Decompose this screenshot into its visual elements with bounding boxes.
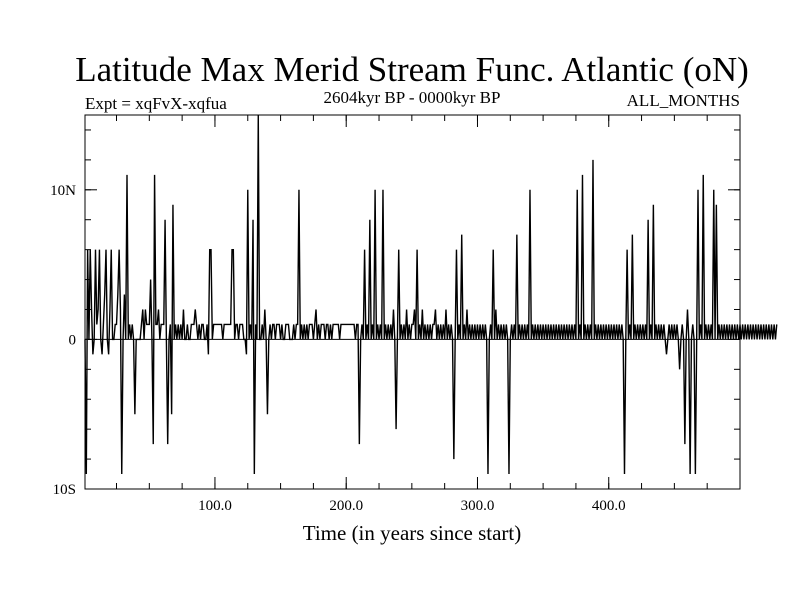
y-tick-label: 0 bbox=[69, 332, 77, 348]
x-axis-label: Time (in years since start) bbox=[303, 521, 522, 545]
y-tick-label: 10N bbox=[50, 183, 76, 199]
chart-title: Latitude Max Merid Stream Func. Atlantic… bbox=[75, 50, 749, 89]
x-tick-label: 100.0 bbox=[198, 498, 232, 514]
x-tick-label: 400.0 bbox=[592, 498, 626, 514]
y-tick-label: 10S bbox=[53, 482, 76, 498]
series-line bbox=[84, 114, 778, 475]
experiment-label: Expt = xqFvX-xqfua bbox=[85, 94, 227, 113]
plot-frame bbox=[84, 114, 741, 490]
months-label: ALL_MONTHS bbox=[627, 91, 740, 110]
chart-subtitle: 2604kyr BP - 0000kyr BP bbox=[324, 88, 501, 107]
x-tick-label: 200.0 bbox=[329, 498, 363, 514]
x-tick-label: 300.0 bbox=[461, 498, 495, 514]
